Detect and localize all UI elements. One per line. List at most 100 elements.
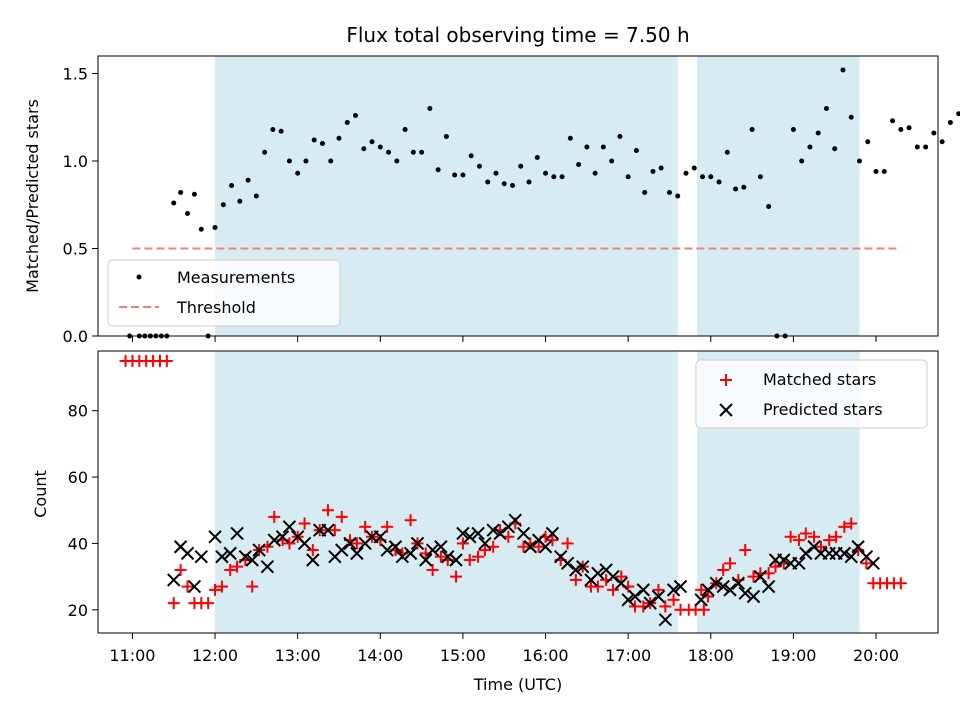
matched-star-point [478, 544, 491, 557]
top-plot-frame [97, 55, 939, 337]
top-y-axis-label: Matched/Predicted stars [23, 99, 42, 293]
measurement-point [353, 113, 359, 118]
measurement-point [766, 204, 772, 209]
measurement-point [592, 170, 598, 176]
predicted-star-point [614, 576, 628, 590]
measurement-point [584, 144, 590, 150]
predicted-star-point [523, 540, 538, 554]
bottom-y-tick-label: 20 [68, 601, 88, 620]
matched-star-point [231, 560, 244, 573]
matched-star-point [799, 527, 812, 540]
measurement-point [551, 174, 557, 180]
bottom-points [119, 354, 907, 627]
predicted-star-point [651, 589, 666, 604]
measurement-point [402, 127, 408, 132]
matched-star-point [739, 544, 752, 557]
matched-star-point [434, 550, 447, 563]
matched-star-point [546, 534, 559, 547]
measurement-point [336, 135, 342, 141]
predicted-star-point [419, 553, 433, 567]
measurement-point [815, 130, 821, 136]
top-y-tick-label: 0.0 [63, 327, 88, 346]
predicted-star-point [777, 553, 791, 567]
x-tick-label: 12:00 [192, 646, 238, 665]
matched-star-point [532, 540, 545, 553]
top-y-tick-label: 1.5 [63, 65, 88, 84]
predicted-star-point [493, 526, 507, 541]
predicted-star-point [486, 523, 500, 537]
predicted-star-point [792, 556, 806, 571]
measurement-point [617, 134, 623, 139]
measurement-point [286, 158, 292, 164]
measurement-point [543, 170, 549, 176]
measurement-point [881, 169, 887, 174]
measurement-point [303, 158, 309, 164]
measurement-point [427, 106, 433, 111]
measurement-point [476, 163, 482, 169]
measurement-point [807, 144, 813, 150]
measurement-point [369, 139, 375, 145]
bottom-y-tick-label: 60 [68, 468, 88, 487]
top-panel: 0.0 0.5 1.0 1.5 Matched/Predicted stars Mea… [23, 55, 960, 346]
bottom-y-axis-label: Count [31, 470, 50, 518]
measurement-point [642, 190, 648, 195]
matched-star-point [747, 570, 760, 583]
measurement-point [485, 179, 491, 185]
measurement-point [840, 67, 846, 73]
predicted-star-point [395, 549, 410, 564]
measurement-point [956, 111, 960, 117]
predicted-star-point [403, 546, 418, 561]
x-axis-label: Time (UTC) [473, 675, 562, 694]
measurement-point [295, 170, 301, 176]
bottom-plot-frame [97, 350, 939, 634]
measurement-point [898, 127, 904, 132]
measurement-point [749, 127, 755, 132]
measurement-point [576, 162, 582, 167]
measurement-point [567, 135, 573, 141]
matched-star-point [697, 603, 710, 616]
measurement-point [270, 127, 276, 132]
matched-star-point [174, 563, 187, 576]
matched-star-point [561, 537, 574, 550]
measurement-point [509, 183, 515, 188]
matched-star-point [283, 537, 296, 550]
x-tick-label: 16:00 [522, 646, 568, 665]
matched-star-point [298, 517, 311, 530]
predicted-star-point [434, 540, 448, 554]
predicted-star-point [230, 526, 244, 541]
predicted-star-point [180, 546, 195, 561]
matched-star-point [321, 504, 334, 517]
top-x-ticks [131, 336, 877, 342]
measurement-point [799, 158, 805, 164]
measurement-point [394, 158, 400, 164]
measurement-point [650, 169, 656, 174]
matched-star-point [808, 530, 821, 543]
predicted-star-point [799, 546, 813, 561]
measurement-point [319, 141, 325, 146]
measurement-point [609, 158, 615, 164]
measurement-point [245, 177, 251, 183]
measurement-point [237, 198, 243, 204]
measurement-point [361, 146, 367, 152]
predicted-star-point [516, 526, 531, 541]
bottom-legend-box [695, 359, 928, 429]
predicted-star-point [694, 593, 708, 607]
measurement-point [666, 190, 672, 195]
measurement-point [191, 191, 197, 197]
measurement-point [443, 134, 449, 139]
measurement-point [328, 158, 334, 164]
matched-star-point [181, 580, 194, 593]
matched-star-point [607, 583, 620, 596]
measurement-point [386, 149, 392, 155]
matched-star-point [224, 563, 237, 576]
measurement-point [559, 174, 565, 180]
measurement-point [823, 106, 829, 111]
bottom-y-ticks: 20 40 60 80 [68, 402, 98, 620]
measurement-point [683, 170, 689, 176]
measurement-point [419, 149, 425, 155]
matched-star-point [404, 514, 417, 527]
measurement-point [278, 128, 284, 134]
predicted-star-point [545, 526, 560, 541]
measurement-point [865, 139, 871, 145]
